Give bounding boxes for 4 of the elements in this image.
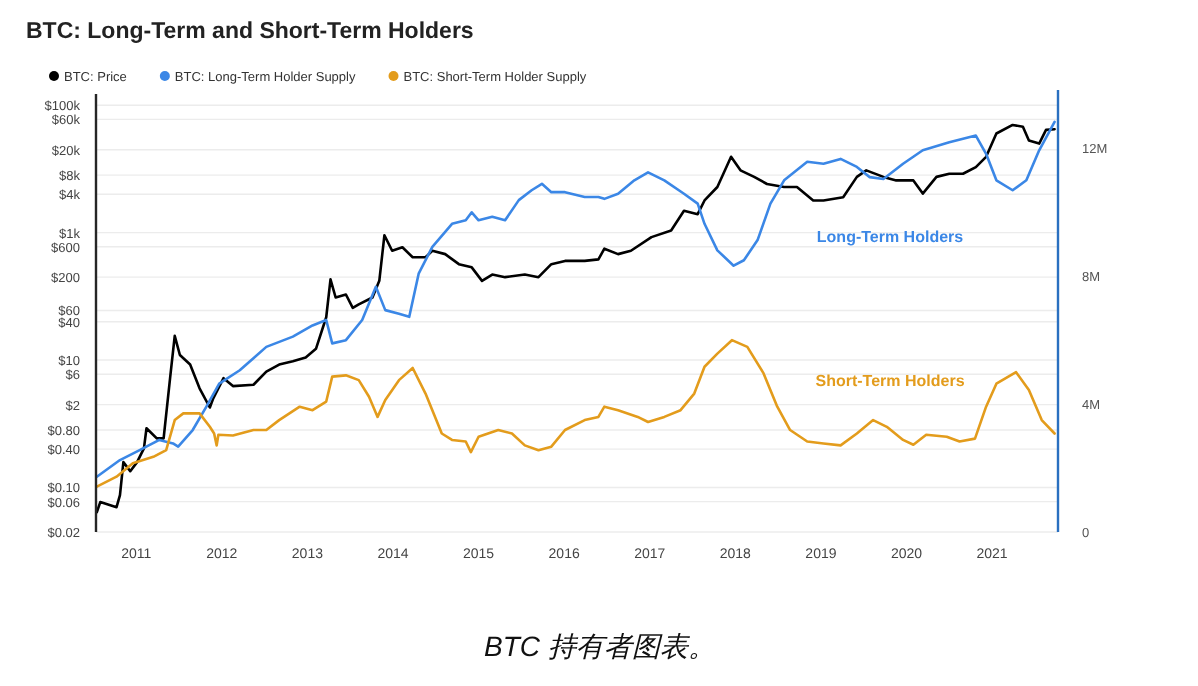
annotation: Short-Term Holders (815, 372, 965, 390)
title: BTC: Long-Term and Short-Term Holders (26, 20, 474, 44)
annotation: Long-Term Holders (816, 228, 964, 246)
annotation: BTC 持有者图表。 (484, 630, 716, 662)
